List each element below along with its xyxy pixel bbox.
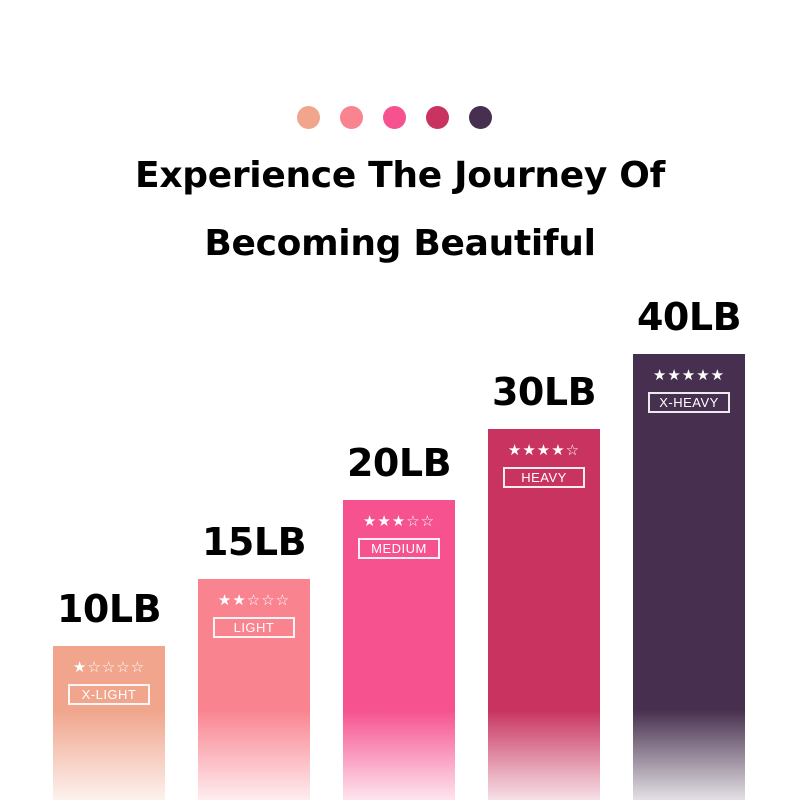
resistance-band-bar: ★★★★★ X-HEAVY bbox=[633, 354, 745, 800]
color-dot bbox=[383, 106, 406, 129]
resistance-band-bar: ★★★☆☆ MEDIUM bbox=[343, 500, 455, 800]
headline-line-1: Experience The Journey Of bbox=[135, 155, 665, 196]
resistance-band-bar: ★★★★☆ HEAVY bbox=[488, 429, 600, 800]
weight-label: 15LB bbox=[201, 520, 307, 564]
star-rating: ★☆☆☆☆ bbox=[72, 658, 146, 676]
color-dot bbox=[469, 106, 492, 129]
level-badge: MEDIUM bbox=[358, 538, 440, 559]
star-rating: ★★☆☆☆ bbox=[217, 591, 291, 609]
star-rating: ★★★★★ bbox=[652, 366, 726, 384]
weight-label: 40LB bbox=[636, 295, 742, 339]
level-badge: X-LIGHT bbox=[68, 684, 150, 705]
level-badge: HEAVY bbox=[503, 467, 585, 488]
star-rating: ★★★★☆ bbox=[507, 441, 581, 459]
level-badge: LIGHT bbox=[213, 617, 295, 638]
star-rating: ★★★☆☆ bbox=[362, 512, 436, 530]
color-dot bbox=[340, 106, 363, 129]
weight-label: 30LB bbox=[491, 370, 597, 414]
resistance-band-bar: ★★☆☆☆ LIGHT bbox=[198, 579, 310, 800]
level-badge: X-HEAVY bbox=[648, 392, 730, 413]
color-dot bbox=[426, 106, 449, 129]
weight-label: 10LB bbox=[56, 587, 162, 631]
resistance-band-bar: ★☆☆☆☆ X-LIGHT bbox=[53, 646, 165, 800]
color-dot bbox=[297, 106, 320, 129]
weight-label: 20LB bbox=[346, 441, 452, 485]
color-dots bbox=[297, 106, 492, 129]
headline-line-2: Becoming Beautiful bbox=[204, 223, 596, 264]
